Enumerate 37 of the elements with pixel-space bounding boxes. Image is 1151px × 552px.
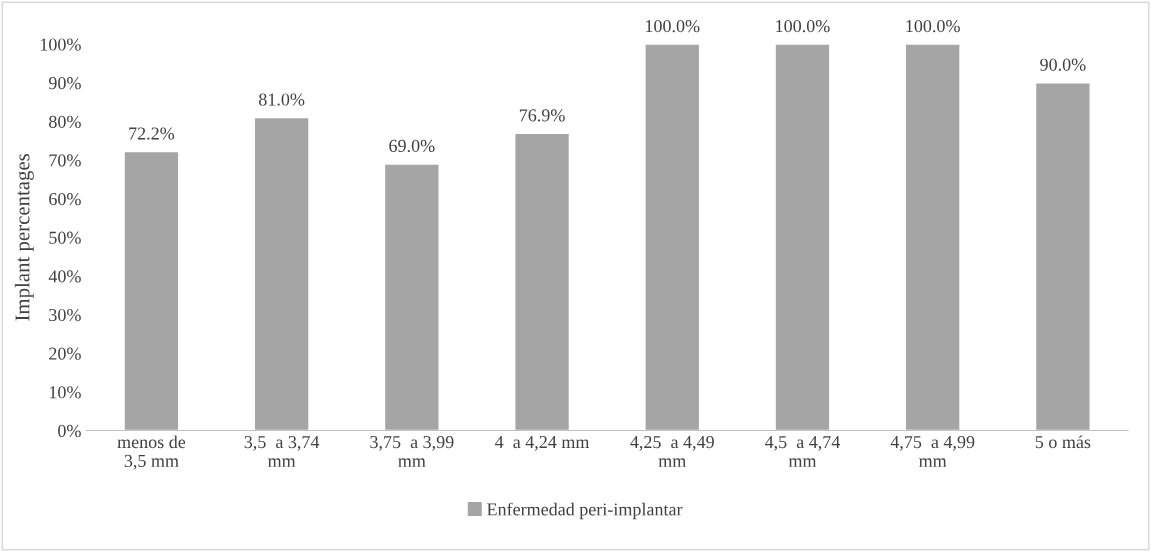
- y-tick-label: 50%: [49, 231, 81, 244]
- y-tick-label: 0%: [58, 424, 81, 438]
- y-axis-title: Implant percentages: [14, 153, 34, 321]
- x-tick-label: menos de 3,5 mm: [117, 435, 186, 470]
- data-label: 72.2%: [129, 127, 175, 140]
- y-tick-label: 10%: [49, 386, 81, 399]
- bar: [1034, 82, 1091, 431]
- y-tick-label: 60%: [49, 192, 81, 206]
- data-label: 76.9%: [519, 109, 565, 122]
- y-tick-label: 80%: [49, 115, 81, 128]
- bar: [774, 44, 831, 431]
- bar: [383, 163, 440, 431]
- bar: [514, 132, 571, 431]
- y-tick-label: 100%: [40, 38, 81, 51]
- data-label: 100.0%: [776, 19, 830, 33]
- data-label: 90.0%: [1040, 58, 1086, 71]
- data-label: 69.0%: [389, 139, 435, 153]
- x-tick-label: 4,25 a 4,49 mm: [630, 435, 714, 467]
- y-tick-label: 20%: [49, 347, 81, 360]
- data-label: 100.0%: [906, 19, 960, 33]
- y-tick-label: 70%: [49, 154, 81, 167]
- bar: [644, 44, 701, 431]
- x-tick-label: 4,5 a 4,74 mm: [764, 436, 841, 467]
- x-tick-label: 4 a 4,24 mm: [495, 435, 590, 451]
- data-label: 81.0%: [259, 93, 305, 106]
- y-tick-label: 40%: [48, 270, 81, 283]
- bar: [253, 116, 310, 431]
- data-label: 100.0%: [646, 19, 700, 33]
- x-tick-label: 3,5 a 3,74 mm: [244, 435, 320, 467]
- x-tick-label: 5 o más: [1035, 435, 1091, 449]
- y-tick-label: 30%: [49, 308, 81, 322]
- y-tick-label: 90%: [48, 77, 81, 90]
- bar: [123, 150, 180, 431]
- x-tick-label: 4,75 a 4,99 mm: [890, 435, 975, 467]
- x-tick-label: 3,75 a 3,99 mm: [370, 435, 454, 467]
- legend-label: Enfermedad peri-implantar: [487, 502, 683, 520]
- bar: [904, 44, 961, 431]
